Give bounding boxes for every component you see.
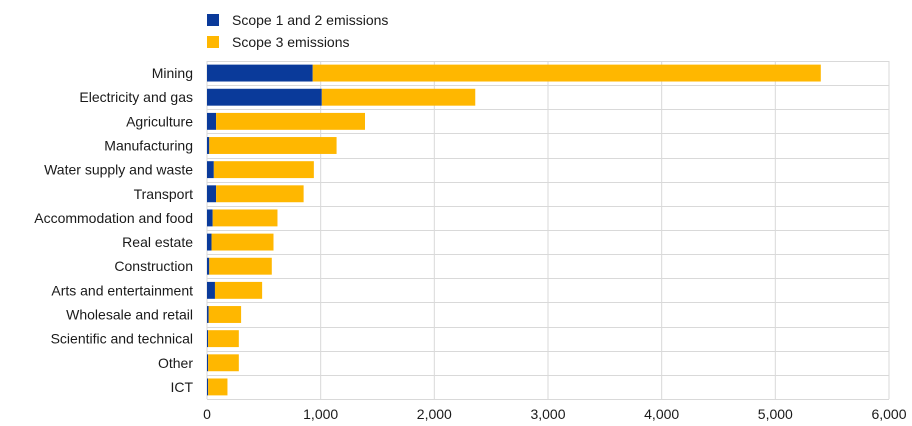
bar-scope-1-2-9 <box>207 281 215 299</box>
category-label-4: Water supply and waste <box>44 162 193 178</box>
legend-swatch-scope-1-2 <box>207 14 219 26</box>
x-tick-label-3: 3,000 <box>530 406 565 422</box>
bar-scope-1-2-4 <box>207 161 214 179</box>
category-label-8: Construction <box>114 258 193 274</box>
bar-scope-1-2-2 <box>207 112 217 130</box>
x-tick-label-6: 6,000 <box>871 406 906 422</box>
category-label-13: ICT <box>170 379 193 395</box>
bar-scope-3-1 <box>321 88 476 106</box>
legend-label-scope-3: Scope 3 emissions <box>232 34 350 50</box>
x-tick-label-2: 2,000 <box>417 406 452 422</box>
bar-scope-1-2-6 <box>207 209 213 227</box>
category-labels: Mining Electricity and gas Agriculture Manu… <box>34 65 193 395</box>
bar-scope-3-5 <box>216 185 304 203</box>
bar-scope-1-2-11 <box>207 330 209 348</box>
bar-scope-3-0 <box>312 64 821 82</box>
bar-scope-3-7 <box>211 233 274 251</box>
bar-scope-1-2-7 <box>207 233 212 251</box>
legend: Scope 1 and 2 emissions Scope 3 emission… <box>207 12 388 50</box>
bar-scope-3-10 <box>208 306 242 323</box>
bar-scope-1-2-0 <box>207 64 313 82</box>
category-label-7: Real estate <box>122 234 193 250</box>
bar-scope-3-4 <box>213 161 314 179</box>
bar-scope-3-3 <box>209 137 337 154</box>
bar-scope-1-2-12 <box>207 354 209 372</box>
category-label-1: Electricity and gas <box>79 89 193 105</box>
category-label-3: Manufacturing <box>104 138 193 154</box>
category-label-5: Transport <box>134 186 194 202</box>
legend-swatch-scope-3 <box>207 36 219 48</box>
category-label-11: Scientific and technical <box>51 331 193 347</box>
x-tick-label-5: 5,000 <box>758 406 793 422</box>
category-label-6: Accommodation and food <box>34 210 193 226</box>
x-tick-label-4: 4,000 <box>644 406 679 422</box>
bar-scope-1-2-10 <box>207 306 209 323</box>
category-label-10: Wholesale and retail <box>66 307 193 323</box>
bar-scope-1-2-8 <box>207 257 210 275</box>
bar-scope-1-2-13 <box>207 378 209 396</box>
bar-scope-3-6 <box>212 209 278 227</box>
bar-scope-1-2-3 <box>207 137 210 154</box>
category-label-9: Arts and entertainment <box>51 282 193 298</box>
x-axis-tick-labels: 0 1,000 2,000 3,000 4,000 5,000 6,000 <box>203 406 907 422</box>
bar-scope-3-8 <box>209 257 272 275</box>
bar-scope-3-12 <box>208 354 239 372</box>
bar-scope-3-2 <box>216 112 365 130</box>
bar-scope-3-9 <box>214 281 263 299</box>
x-tick-label-1: 1,000 <box>303 406 338 422</box>
category-label-12: Other <box>158 355 193 371</box>
bars <box>207 64 821 396</box>
x-tick-label-0: 0 <box>203 406 211 422</box>
category-label-2: Agriculture <box>126 113 193 129</box>
bar-scope-1-2-5 <box>207 185 217 203</box>
category-label-0: Mining <box>152 65 193 81</box>
bar-scope-1-2-1 <box>207 88 322 106</box>
legend-label-scope-1-2: Scope 1 and 2 emissions <box>232 12 388 28</box>
bar-scope-3-11 <box>208 330 239 348</box>
gridlines <box>206 61 890 400</box>
bar-scope-3-13 <box>208 378 228 396</box>
